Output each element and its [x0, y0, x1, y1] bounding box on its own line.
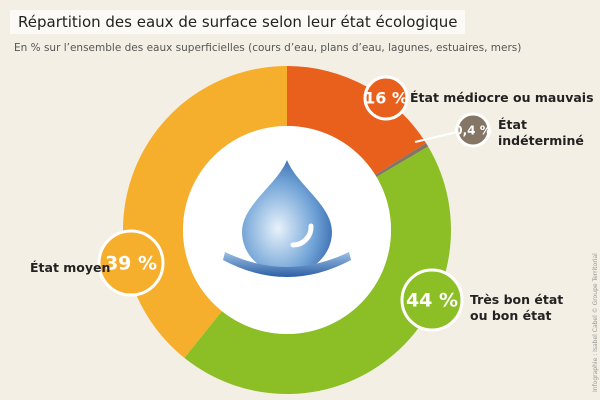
donut-segment: [123, 65, 288, 358]
chart-title: Répartition des eaux de surface selon le…: [10, 10, 466, 34]
water-drop-icon: [223, 160, 351, 277]
donut-segment: [287, 66, 427, 175]
category-label: Très bon état ou bon état: [470, 292, 564, 323]
donut-segment: [184, 146, 451, 394]
value-label: 44 %: [406, 290, 458, 312]
credit: Infographie : Isabel Cabel © Groupe Terr…: [592, 253, 599, 392]
chart-subtitle: En % sur l’ensemble des eaux superficiel…: [14, 42, 522, 54]
value-label: 16 %: [364, 89, 408, 108]
donut-segment: [375, 142, 429, 178]
drop-highlight: [290, 223, 314, 248]
category-label: État indéterminé: [498, 117, 584, 148]
value-bubble: [363, 75, 409, 121]
value-bubble: [97, 229, 165, 297]
value-label: 39 %: [105, 253, 157, 275]
drop: [242, 160, 332, 274]
value-bubble: [455, 112, 491, 148]
leader-line: [414, 131, 458, 143]
category-label: État médiocre ou mauvais: [410, 90, 594, 105]
value-label: 0,4 %: [454, 124, 491, 138]
category-label: État moyen: [30, 260, 111, 275]
value-bubble: [400, 268, 464, 332]
water-arc: [223, 252, 351, 277]
